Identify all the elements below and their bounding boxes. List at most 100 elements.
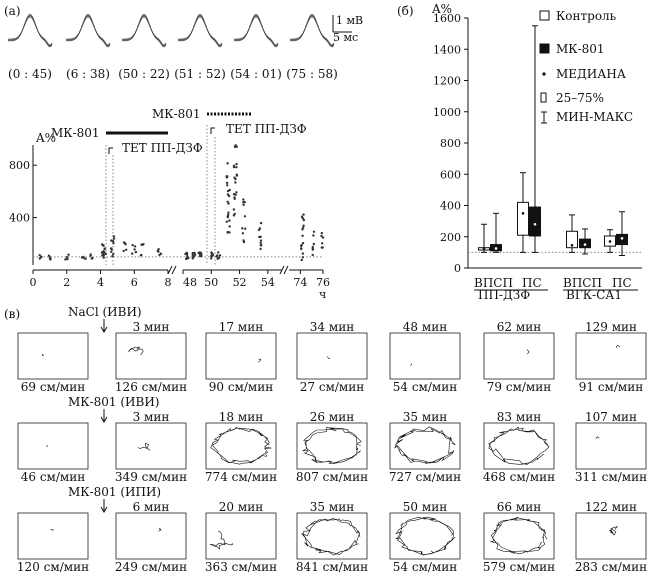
trajectory-path xyxy=(41,353,44,356)
ts-point xyxy=(83,257,86,260)
ts-point xyxy=(301,234,304,237)
legend-mk801: МК-801 xyxy=(556,42,605,56)
tet-label-a: ТЕТ ПП-ДЗФ xyxy=(122,141,203,155)
ts-point xyxy=(232,208,236,211)
legend-iqr-swatch xyxy=(540,92,547,103)
trajectory-speed: 363 см/мин xyxy=(205,560,277,574)
ts-point xyxy=(139,254,143,257)
ts-y-tick-label: 800 xyxy=(9,159,30,172)
ts-point xyxy=(131,252,134,255)
trajectory-time: 83 мин xyxy=(497,410,541,424)
ts-point xyxy=(186,254,189,258)
waveform-trace xyxy=(8,13,53,48)
ts-point xyxy=(301,242,305,245)
trajectory-path xyxy=(410,363,412,366)
tet-arrow xyxy=(108,147,113,154)
ts-point xyxy=(232,214,236,217)
ts-point xyxy=(141,243,144,246)
box-median xyxy=(583,243,587,246)
trajectory-box xyxy=(575,422,647,470)
ts-point xyxy=(111,254,114,258)
trajectory-box xyxy=(205,332,277,380)
panel-a: (а) (0 : 45) (6 : 38) (50 : 22) (51 : 52) (5… xyxy=(4,4,363,301)
waveform-row: (0 : 45) (6 : 38) (50 : 22) (51 : 52) (54 : … xyxy=(8,13,338,81)
box-6 xyxy=(579,228,591,255)
trajectory-path xyxy=(490,516,548,555)
ts-point xyxy=(215,255,218,258)
ts-point xyxy=(312,234,315,237)
ts-point xyxy=(300,258,303,262)
trajectory-box xyxy=(389,332,461,380)
ts-point xyxy=(235,162,238,166)
boxplot-y-unit: A% xyxy=(431,2,452,16)
trajectory-path xyxy=(302,426,362,464)
trajectory-speed: 126 см/мин xyxy=(115,380,187,394)
panel-b-label: (б) xyxy=(397,4,414,18)
ts-point xyxy=(38,254,41,257)
ts-point xyxy=(112,242,115,245)
waveform-trace xyxy=(66,13,111,48)
ts-point xyxy=(235,166,238,169)
trajectory-speed: 120 см/мин xyxy=(17,560,89,574)
trajectory-box xyxy=(115,422,187,470)
trajectory-time: 48 мин xyxy=(403,320,447,334)
boxplot-group-labels: ВПСП ПС ПП-ДЗФ ВПСП ПС ВГК-СА1 xyxy=(474,276,638,302)
group1-measure1: ВПСП xyxy=(474,276,513,290)
trajectory-cell: 120 см/мин xyxy=(17,512,89,574)
ts-point xyxy=(104,252,108,256)
trajectory-speed: 807 см/мин xyxy=(296,470,368,484)
trajectory-box xyxy=(296,422,368,470)
scale-bar-time: 5 мс xyxy=(333,31,358,44)
trajectory-path xyxy=(128,346,144,356)
trajectory-speed: 91 см/мин xyxy=(579,380,644,394)
injection-arrowhead xyxy=(100,506,108,513)
trajectory-path xyxy=(158,527,162,532)
ts-point xyxy=(199,251,203,255)
trajectory-time: 66 мин xyxy=(497,500,541,514)
box-2 xyxy=(490,212,502,253)
tet-arrow xyxy=(210,127,215,134)
ts-x-tick-label: 4 xyxy=(97,276,104,289)
box-1 xyxy=(478,223,490,253)
ts-point xyxy=(260,243,263,247)
trajectory-speed: 774 см/мин xyxy=(205,470,277,484)
ts-point xyxy=(259,221,263,225)
box-iqr xyxy=(566,230,578,249)
group2-label: ВГК-СА1 xyxy=(566,288,622,302)
ts-point xyxy=(301,252,305,255)
trajectory-cell: 35 мин 841 см/мин xyxy=(296,500,368,574)
box-y-tick-label: 200 xyxy=(440,231,461,244)
legend-control: Контроль xyxy=(556,9,617,23)
injection-arrowhead xyxy=(100,416,108,423)
box-iqr xyxy=(517,201,529,236)
trajectory-time: 62 мин xyxy=(497,320,541,334)
trajectory-path xyxy=(327,356,331,359)
ts-point xyxy=(312,242,315,246)
injection-arrowhead xyxy=(100,326,108,333)
ts-point xyxy=(218,254,222,257)
panel-b: (б) A% 0 200 400 600 800 1000 1200 1400 1600 Кон… xyxy=(397,2,642,302)
ts-point xyxy=(185,257,189,260)
timeseries-x-unit: ч xyxy=(319,288,326,301)
trajectory-speed: 283 см/мин xyxy=(575,560,647,574)
trajectory-path xyxy=(595,436,600,440)
ts-point xyxy=(243,200,246,204)
ts-point xyxy=(242,198,245,201)
trajectory-cell: 122 мин 283 см/мин xyxy=(575,500,647,574)
trajectory-cell: 3 мин 126 см/мин xyxy=(115,320,187,394)
ts-point xyxy=(134,250,138,254)
ts-point xyxy=(302,224,305,227)
ts-axis-break xyxy=(279,265,285,275)
ts-axis-break xyxy=(283,265,289,275)
ts-point xyxy=(226,200,229,203)
trajectory-speed: 579 см/мин xyxy=(483,560,555,574)
ts-point xyxy=(226,162,229,165)
ts-point xyxy=(216,257,219,260)
timeseries-points xyxy=(38,144,325,262)
trajectory-grid: NaCl (ИВИ) 69 см/мин 3 мин 126 см/мин 17 мин… xyxy=(17,305,647,574)
legend-minmax-symbol xyxy=(541,111,547,124)
box-8 xyxy=(616,211,628,256)
trajectory-time: 6 мин xyxy=(133,500,170,514)
trajectory-cell: 66 мин 579 см/мин xyxy=(483,500,555,574)
